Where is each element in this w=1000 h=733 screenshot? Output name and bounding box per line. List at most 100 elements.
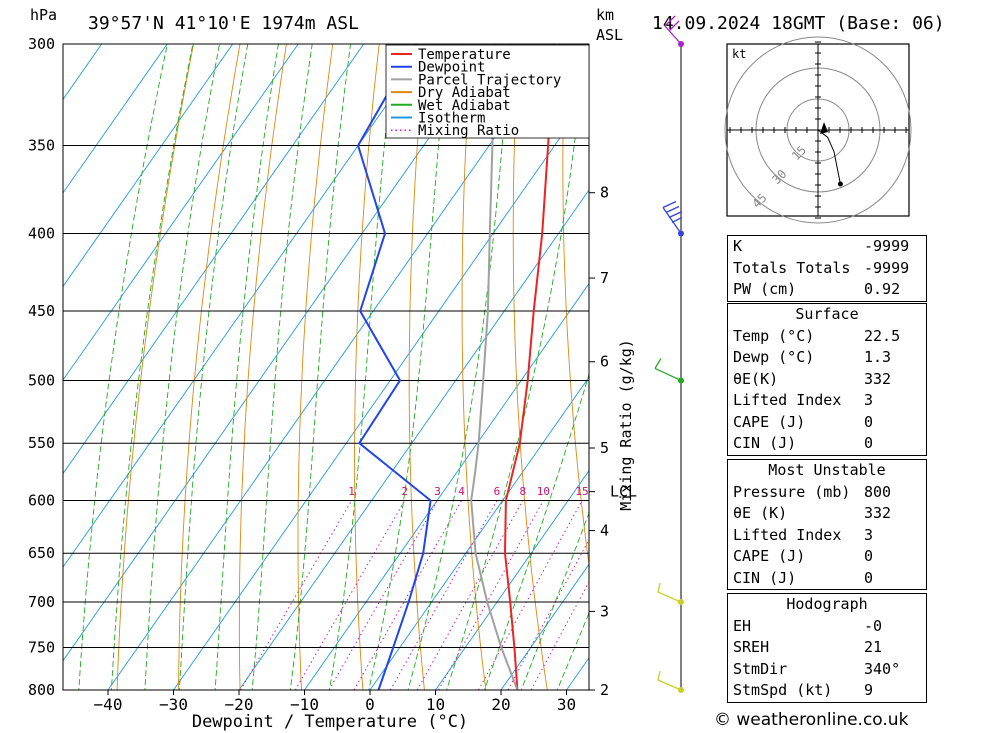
wet-adiabat-line [368, 44, 449, 690]
km-tick-label: 8 [600, 184, 609, 202]
pressure-tick-label: 650 [28, 544, 55, 562]
hodograph-unit-label: kt [732, 47, 746, 61]
isotherm-line [63, 44, 168, 194]
wind-barb-shaft [662, 200, 683, 234]
asl-unit-label: ASL [596, 26, 623, 44]
mixing-ratio-label: 10 [537, 485, 550, 498]
surface-row: CAPE (J) 0 [733, 412, 874, 431]
legend-label: Isotherm [418, 111, 485, 127]
pressure-tick-label: 500 [28, 371, 55, 389]
most-unstable-row: Lifted Index 3 [733, 525, 874, 544]
wind-barb-shaft [657, 582, 682, 603]
wind-barb [657, 582, 682, 603]
hpa-unit-label: hPa [30, 6, 57, 24]
mixing-ratio-line [507, 538, 589, 690]
km-tick-label: 7 [600, 269, 609, 287]
dry-adiabat-line [238, 44, 287, 690]
pressure-tick-label: 800 [28, 681, 55, 699]
hodograph-stats-row: StmDir 340° [733, 659, 901, 678]
hodograph-stats-title: Hodograph [786, 595, 868, 613]
most-unstable-panel: Most Unstable Pressure (mb) 800 θE (K) 332… [727, 459, 927, 590]
legend-label: Dewpoint [418, 60, 485, 76]
x-tick-label: 20 [491, 695, 510, 714]
hodograph-stats-row: EH -0 [733, 616, 883, 635]
profile-lines: 1 2 3 4 6 8 10 15 20 25 [348, 44, 589, 690]
mixing-ratio-line [478, 500, 583, 690]
dry-adiabat-line [983, 44, 1000, 690]
km-tick-label: 3 [600, 602, 609, 620]
legend-label: Dry Adiabat [418, 85, 511, 101]
wet-adiabat-line [520, 511, 589, 690]
isotherm-line [63, 44, 496, 662]
datetime-title: 14.09.2024 18GMT (Base: 06) [652, 13, 945, 34]
isotherm-line [63, 44, 234, 288]
wet-adiabat-line [328, 44, 396, 690]
isotherm-line [63, 44, 365, 475]
indices-panel: K -9999 Totals Totals -9999 PW (cm) 0.92 [727, 235, 927, 302]
km-tick-label: 2 [600, 681, 609, 699]
km-unit-label: km [596, 6, 614, 24]
dewpoint-line [357, 44, 432, 690]
parcel-trajectory-line [470, 44, 519, 690]
dry-adiabat-line [658, 44, 732, 690]
pressure-tick-label: 300 [28, 35, 55, 53]
mixing-ratio-line [530, 580, 589, 690]
pressure-tick-label: 750 [28, 638, 55, 656]
mixing-ratio-label: 8 [519, 485, 526, 498]
x-tick-label: 30 [557, 695, 576, 714]
isotherm-line [500, 563, 589, 690]
mixing-ratio-axis-title: Mixing Ratio (g/kg) [617, 339, 635, 511]
wet-adiabat-line [78, 44, 168, 690]
pressure-tick-label: 700 [28, 593, 55, 611]
pressure-tick-label: 550 [28, 434, 55, 452]
pressure-tick-label: 400 [28, 224, 55, 242]
pressure-tick-label: 450 [28, 302, 55, 320]
credit-text[interactable]: © weatheronline.co.uk [714, 710, 909, 730]
wet-adiabat-line [483, 372, 589, 690]
index-row-pw: PW (cm) 0.92 [733, 280, 901, 298]
isotherm-line [63, 44, 430, 568]
isotherm-line [63, 44, 299, 381]
dry-adiabat-line [116, 44, 194, 690]
wet-adiabat-line [144, 44, 220, 690]
surface-panel: Surface Temp (°C) 22.5 Dewp (°C) 1.3 θE(K)… [727, 303, 927, 456]
surface-row: θE(K) 332 [733, 369, 892, 388]
dry-adiabat-line [461, 44, 487, 690]
legend-label: Parcel Trajectory [418, 72, 561, 88]
wet-adiabat-line [289, 44, 352, 690]
km-tick-label: 4 [600, 522, 609, 540]
wind-barb-column [654, 15, 684, 693]
km-tick-label: 5 [600, 439, 609, 457]
isotherm-line [435, 469, 589, 690]
isotherm-line [304, 282, 589, 690]
wind-barb-shaft [654, 358, 682, 382]
hodograph-end-dot [837, 181, 843, 187]
wet-adiabat-line [110, 44, 194, 690]
wet-adiabat-line [407, 44, 512, 690]
hodograph-stats-panel: Hodograph EH -0 SREH 21 StmDir 340° StmSpd … [727, 593, 927, 703]
location-title: 39°57'N 41°10'E 1974m ASL [88, 13, 359, 34]
mixing-ratio-line [328, 500, 438, 690]
most-unstable-row: Pressure (mb) 800 [733, 482, 892, 501]
mixing-ratio-label: 3 [434, 485, 441, 498]
surface-row: Dewp (°C) 1.3 [733, 348, 892, 366]
dry-adiabat-line [297, 44, 334, 690]
wind-barb-shaft [657, 670, 682, 691]
index-row-k: K -9999 [733, 237, 910, 255]
surface-title: Surface [795, 305, 859, 323]
legend-label: Temperature [418, 47, 511, 63]
wet-adiabat-line [178, 44, 249, 690]
storm-motion-marker [820, 122, 828, 134]
wet-adiabat-line [214, 44, 279, 690]
dry-adiabat-line [936, 44, 1000, 690]
hodograph-trace [817, 129, 841, 185]
wind-barb [662, 200, 683, 234]
legend-label: Wet Adiabat [418, 98, 511, 114]
mixing-ratio-label: 2 [401, 485, 408, 498]
surface-row: Temp (°C) 22.5 [733, 326, 901, 345]
mixing-ratio-label: 1 [348, 485, 355, 498]
